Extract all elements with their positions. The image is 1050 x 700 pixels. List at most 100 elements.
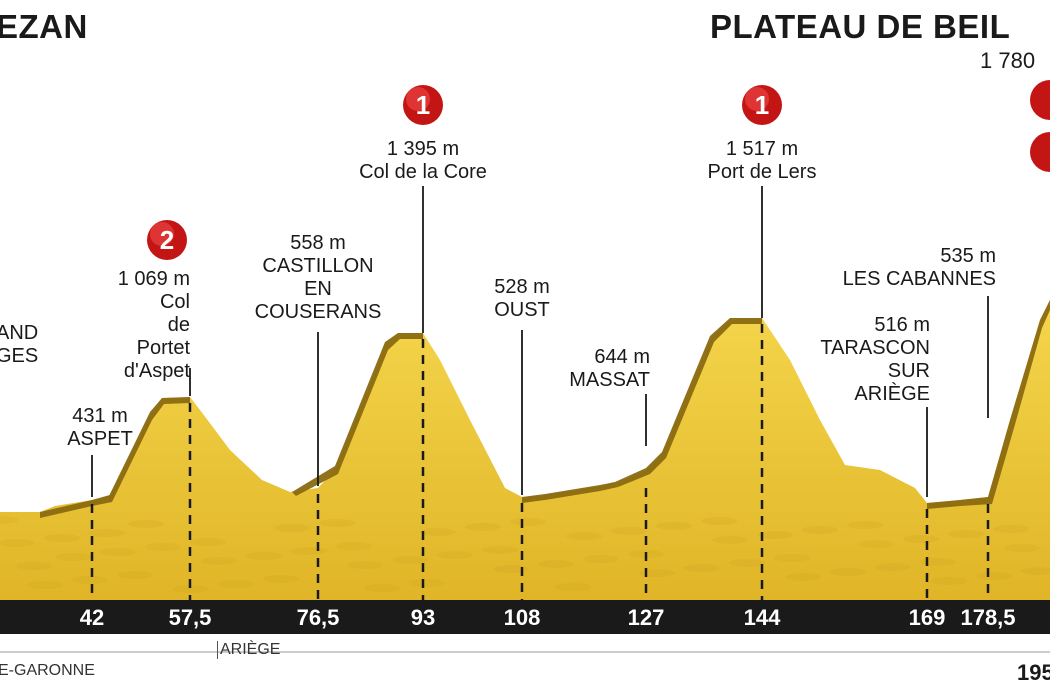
- terrain-texture: [785, 573, 821, 581]
- svg-text:2: 2: [160, 225, 174, 255]
- climb-category-badge-3: 1: [403, 85, 443, 125]
- terrain-texture: [128, 520, 164, 528]
- waypoint-label-2: 558 m CASTILLON EN COUSERANS: [228, 232, 408, 324]
- waypoint-elevation-3: 1 395 m: [386, 138, 460, 160]
- terrain-texture: [701, 517, 737, 525]
- km-label-1: 57,5: [169, 605, 212, 630]
- finish-elevation: 1 780: [980, 48, 1036, 73]
- km-label-end: 195: [1017, 660, 1050, 685]
- waypoint-name-0: ASPET: [67, 428, 133, 450]
- climb-slope: [40, 495, 112, 518]
- terrain-texture: [173, 585, 209, 593]
- waypoint-name-7: TARASCON SUR ARIÈGE: [820, 337, 930, 405]
- terrain-texture: [684, 564, 720, 572]
- terrain-texture: [920, 558, 956, 566]
- terrain-texture: [55, 553, 91, 561]
- terrain-texture: [510, 518, 546, 526]
- terrain-texture: [482, 546, 518, 554]
- terrain-texture: [263, 575, 299, 583]
- terrain-texture: [903, 535, 939, 543]
- terrain-texture: [420, 528, 456, 536]
- waypoint-name-2: CASTILLON EN COUSERANS: [254, 255, 382, 323]
- terrain-texture: [364, 584, 400, 592]
- climb-slope: [108, 397, 190, 502]
- km-label-0: 42: [80, 605, 104, 630]
- waypoint-name-5: MASSAT: [569, 369, 650, 391]
- waypoint-label-8: 535 m LES CABANNES: [800, 245, 996, 291]
- climb-slope: [292, 333, 423, 496]
- terrain-texture: [0, 516, 18, 524]
- terrain-texture: [409, 579, 445, 587]
- waypoint-label-5: 644 m MASSAT: [540, 346, 650, 392]
- km-label-2: 76,5: [297, 605, 340, 630]
- waypoint-elevation-7: 516 m: [874, 314, 930, 336]
- terrain-texture: [437, 551, 473, 559]
- waypoint-label-6: 1 517 m Port de Lers: [662, 138, 862, 184]
- department-label-left: E-GARONNE: [0, 662, 95, 679]
- terrain-texture: [145, 543, 181, 551]
- terrain-texture: [117, 571, 153, 579]
- terrain-texture: [538, 560, 574, 568]
- svg-text:1: 1: [755, 90, 769, 120]
- waypoint-label-1: 1 069 m Col de Portet d'Aspet: [110, 268, 190, 383]
- terrain-texture: [27, 581, 63, 589]
- cutoff-badge-1: [1030, 132, 1050, 172]
- waypoint-elevation-2: 558 m: [290, 232, 346, 254]
- terrain-texture: [274, 524, 310, 532]
- terrain-texture: [757, 531, 793, 539]
- waypoint-label-7: 516 m TARASCON SUR ARIÈGE: [778, 314, 930, 406]
- km-label-8: 178,5: [960, 605, 1015, 630]
- terrain-texture: [1021, 567, 1050, 575]
- department-label-right: ARIÈGE: [217, 641, 280, 659]
- waypoint-elevation-8: 535 m: [940, 245, 996, 267]
- waypoint-label-3: 1 395 m Col de la Core: [323, 138, 523, 184]
- terrain-texture: [976, 572, 1012, 580]
- partial-town-label: AND GES: [0, 322, 39, 367]
- terrain-texture: [201, 557, 237, 565]
- distance-axis: [0, 600, 1050, 634]
- terrain-texture: [246, 552, 282, 560]
- terrain-texture: [993, 525, 1029, 533]
- climb-category-badge-6: 1: [742, 85, 782, 125]
- km-label-4: 108: [504, 605, 541, 630]
- waypoint-elevation-1: 1 069 m: [117, 268, 190, 290]
- cutoff-badge-0: [1030, 80, 1050, 120]
- waypoint-name-8: LES CABANNES: [842, 268, 996, 290]
- terrain-texture: [858, 540, 894, 548]
- km-label-3: 93: [411, 605, 435, 630]
- terrain-fill: [0, 300, 1050, 600]
- km-label-5: 127: [628, 605, 665, 630]
- waypoint-elevation-4: 528 m: [494, 276, 550, 298]
- svg-text:1: 1: [416, 90, 430, 120]
- terrain-texture: [190, 538, 226, 546]
- waypoint-name-4: OUST: [494, 299, 550, 321]
- terrain-texture: [72, 576, 108, 584]
- terrain-texture: [611, 527, 647, 535]
- climb-slope: [522, 482, 618, 503]
- terrain-texture: [347, 561, 383, 569]
- terrain-texture: [291, 547, 327, 555]
- terrain-texture: [319, 519, 355, 527]
- terrain-texture: [44, 534, 80, 542]
- climb-category-badge-1: 2: [147, 220, 187, 260]
- terrain-texture: [639, 569, 675, 577]
- terrain-texture: [493, 565, 529, 573]
- waypoint-elevation-5: 644 m: [594, 346, 650, 368]
- terrain-texture: [712, 536, 748, 544]
- terrain-texture: [583, 555, 619, 563]
- terrain-texture: [948, 530, 984, 538]
- terrain-texture: [0, 539, 35, 547]
- waypoint-label-0: 431 m ASPET: [60, 405, 140, 451]
- waypoint-elevation-6: 1 517 m: [725, 138, 799, 160]
- climb-slope: [615, 318, 762, 487]
- waypoint-elevation-0: 431 m: [72, 405, 128, 427]
- finish-town-title: PLATEAU DE BEIL: [710, 8, 1011, 45]
- terrain-texture: [931, 577, 967, 585]
- waypoint-label-4: 528 m OUST: [472, 276, 572, 322]
- terrain-texture: [774, 554, 810, 562]
- waypoint-name-3: Col de la Core: [359, 161, 487, 183]
- terrain-texture: [336, 542, 372, 550]
- terrain-texture: [802, 526, 838, 534]
